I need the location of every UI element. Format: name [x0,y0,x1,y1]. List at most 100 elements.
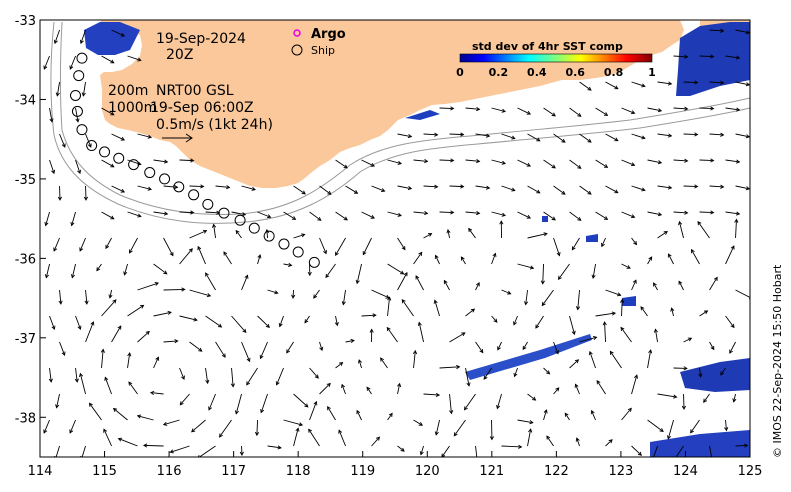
current-arrowhead [592,336,598,341]
current-arrow [735,133,750,138]
current-arrowhead [44,221,49,227]
current-arrow [397,237,406,250]
current-arrow [413,159,428,162]
current-arrow [283,263,292,266]
current-arrow [371,289,390,299]
current-arrow [124,263,128,275]
current-arrow [79,237,86,252]
current-arrowhead [55,92,60,97]
current-arrowhead [55,404,60,409]
current-arrowhead [681,405,686,410]
current-arrowhead [536,137,541,142]
current-arrow [292,289,294,299]
current-arrowhead [710,158,715,163]
current-arrowhead [397,212,402,217]
current-arrow [163,419,180,426]
current-arrow [153,211,168,215]
ship-position [173,181,185,193]
current-arrowhead [551,216,556,221]
y-tick-label: -36 [15,252,36,267]
current-arrowhead [100,348,105,353]
current-arrow [690,419,700,433]
current-arrow [49,159,55,174]
current-arrow [129,237,138,254]
current-arrow [725,159,740,163]
current-arrowhead [529,265,535,270]
current-arrow [163,185,178,188]
current-arrowhead [136,414,142,419]
current-arrow [631,279,637,291]
y-tick-label: -37 [15,332,36,347]
current-arrow [475,133,490,137]
ship-position [76,52,88,64]
current-arrow [683,185,698,188]
current-arrow [153,159,168,163]
current-arrowhead [181,375,185,380]
current-arrow [709,445,713,457]
y-tick-label: -38 [15,411,36,426]
current-arrow [671,308,674,317]
current-arrowhead [216,210,221,215]
current-arrowhead [190,158,195,163]
current-arrowhead [155,356,160,361]
current-arrowhead [181,287,186,292]
current-arrowhead [501,108,506,113]
current-arrow [575,384,580,395]
current-arrow [543,159,556,169]
current-arrow [69,419,76,434]
current-arrowhead [137,213,142,218]
current-arrow [208,393,216,411]
current-arrow [189,185,204,187]
current-arrow [163,288,185,291]
current-arrow [276,367,284,385]
current-arrow [605,289,621,296]
current-arrowhead [129,249,133,254]
current-arrowhead [301,190,306,195]
current-arrowhead [313,294,318,299]
current-arrowhead [419,451,424,456]
current-arrow [205,272,216,291]
current-arrowhead [690,429,694,434]
current-arrowhead [380,357,384,362]
current-arrow [553,341,559,354]
current-arrow [423,233,432,239]
current-arrowhead [370,162,375,167]
x-axis-ticks: 114 115 116 117 118 119 120 121 122 123 124 125 [28,451,762,479]
current-arrow [71,263,76,278]
current-arrowhead [541,301,546,307]
current-arrow [491,211,506,216]
current-arrowhead [174,339,179,344]
current-arrow [678,281,684,291]
current-arrow [496,393,502,409]
current-arrow [631,185,645,191]
current-arrow [109,289,112,298]
current-arrow [189,289,211,297]
current-arrowhead [79,372,84,378]
current-arrow [260,393,268,413]
current-arrow [413,350,416,369]
current-arrowhead [460,184,465,189]
current-arrow [415,275,424,291]
current-arrowhead [70,274,75,279]
current-arrowhead [683,366,688,371]
colorbar-title: std dev of 4hr SST comp [472,40,623,53]
current-arrow [111,133,125,141]
current-arrowhead [83,196,88,201]
current-arrow [413,252,423,265]
current-arrow [219,419,232,438]
current-arrowhead [424,159,429,164]
current-arrow [423,185,438,188]
current-arrow [191,419,206,433]
current-arrowhead [609,350,614,355]
current-arrow [501,133,515,139]
current-arrow [387,297,390,317]
y-tick-label: -33 [15,14,36,29]
current-arrow [709,277,718,291]
current-arrow [387,159,402,165]
current-arrowhead [241,212,247,217]
current-arrow [668,253,674,265]
current-arrowhead [710,106,715,111]
current-arrowhead [110,59,115,64]
current-arrowhead [657,160,663,165]
current-arrowhead [338,429,343,434]
